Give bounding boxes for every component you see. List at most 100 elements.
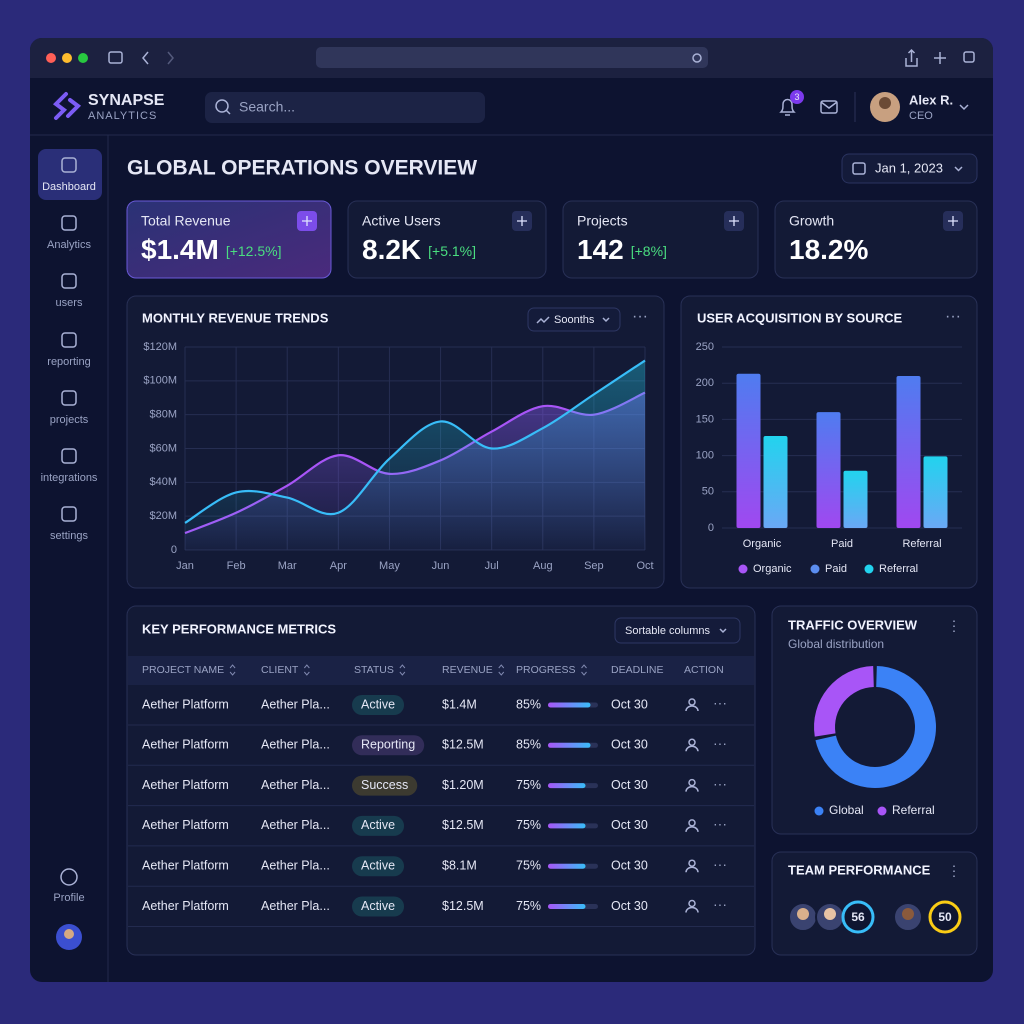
nav-item[interactable]: integrations (41, 472, 98, 484)
reload[interactable] (692, 53, 702, 63)
nav-item[interactable]: reporting (47, 356, 90, 368)
x-tick-label: Oct (636, 560, 653, 572)
cell-progress: 85% (516, 738, 541, 752)
kpi-card (347, 200, 547, 279)
y-tick-label: 0 (171, 544, 177, 556)
action-more[interactable]: ··· (713, 775, 727, 791)
cell-progress: 75% (516, 858, 541, 872)
cell-deadline: Oct 30 (611, 778, 648, 792)
action-more[interactable]: ··· (713, 695, 727, 711)
search-icon (215, 99, 229, 113)
profile-icon[interactable] (60, 868, 78, 886)
user-menu[interactable] (959, 104, 969, 111)
cell-status: Reporting (361, 738, 415, 752)
column-header[interactable]: PROJECT NAME (142, 664, 224, 676)
mail[interactable] (820, 100, 838, 114)
logo (52, 92, 82, 120)
sort-arrows (581, 664, 587, 676)
nav: Dashboard Analytics users reporting projects… (41, 157, 98, 542)
action-users[interactable] (688, 698, 696, 706)
legend-label: Paid (825, 563, 847, 575)
close[interactable] (46, 53, 56, 63)
cell-client: Aether Pla... (261, 778, 330, 792)
bar (923, 456, 948, 528)
nav-item[interactable]: Dashboard (42, 181, 96, 193)
url-bar[interactable] (316, 47, 708, 68)
kpi-value: $1.4M (141, 234, 219, 265)
action-more[interactable]: ··· (713, 816, 727, 832)
bell[interactable] (779, 98, 796, 116)
cell-status: Active (361, 858, 395, 872)
panel-traffic (771, 605, 978, 835)
more[interactable]: ··· (945, 308, 961, 325)
sidebar-toggle[interactable] (108, 51, 123, 64)
tabs[interactable] (963, 51, 975, 63)
nav-icon (61, 273, 77, 289)
nav-item[interactable]: Analytics (47, 239, 92, 251)
more[interactable]: ⋮ (947, 618, 961, 634)
date-picker[interactable] (841, 153, 978, 184)
search-box[interactable] (205, 92, 485, 123)
kpi-change: [+12.5%] (226, 243, 282, 259)
profile-label[interactable]: Profile (53, 892, 84, 904)
action-more[interactable]: ··· (713, 856, 727, 872)
nav-item[interactable]: users (56, 297, 83, 309)
x-tick-label: Organic (743, 538, 782, 550)
cell-client: Aether Pla... (261, 697, 330, 711)
legend-label: Global (829, 803, 864, 817)
table-header (128, 656, 754, 685)
column-header[interactable]: ACTION (684, 664, 724, 676)
sort-select[interactable] (614, 617, 741, 644)
bar (896, 375, 921, 528)
nav-icon (61, 448, 77, 464)
nav-item[interactable]: settings (50, 530, 88, 542)
action-users-body (685, 906, 699, 913)
cell-client: Aether Pla... (261, 858, 330, 872)
cell-deadline: Oct 30 (611, 738, 648, 752)
back[interactable] (142, 51, 149, 65)
search-icon-handle (225, 109, 231, 115)
bar (736, 373, 761, 528)
forward[interactable] (167, 51, 174, 65)
cell-revenue: $12.5M (442, 818, 484, 832)
x-tick-label: Mar (278, 560, 297, 572)
cell-deadline: Oct 30 (611, 697, 648, 711)
action-users[interactable] (688, 899, 696, 908)
action-users[interactable] (688, 738, 696, 747)
kpi-label: Total Revenue (141, 213, 231, 229)
x-tick-label: Paid (831, 538, 853, 550)
nav-item[interactable]: projects (50, 414, 89, 426)
cell-progress: 75% (516, 818, 541, 832)
column-header[interactable]: DEADLINE (611, 664, 664, 676)
dynamic: 0 $20M $40M $60M $80M $100M $120M Jan Feb Mar Apr M… (128, 341, 962, 934)
bar (816, 412, 841, 528)
nav-icon (61, 215, 77, 231)
action-users[interactable] (688, 819, 696, 827)
column-header[interactable]: STATUS (354, 664, 394, 676)
kpi-action-icon (517, 216, 527, 226)
maximize[interactable] (78, 53, 88, 63)
more[interactable]: ··· (632, 308, 648, 325)
column-header[interactable]: REVENUE (442, 664, 493, 676)
share[interactable] (905, 48, 918, 67)
new-tab[interactable] (934, 52, 946, 64)
range-select[interactable] (527, 307, 621, 332)
score-ring (928, 900, 962, 934)
column-header[interactable]: PROGRESS (516, 664, 576, 676)
status-pill (352, 695, 405, 715)
nav-icon (61, 332, 77, 348)
column-header[interactable]: CLIENT (261, 664, 299, 676)
trend-icon (536, 316, 550, 324)
score-value: 56 (851, 910, 865, 924)
kpi-label: Projects (577, 213, 628, 229)
minimize[interactable] (62, 53, 72, 63)
more[interactable]: ⋮ (947, 863, 961, 879)
action-more[interactable]: ··· (713, 896, 727, 912)
cell-progress: 75% (516, 899, 541, 913)
action-users[interactable] (688, 859, 696, 867)
action-users[interactable] (688, 778, 696, 787)
kpi-value: 142 (577, 234, 624, 265)
x-tick-label: Jan (176, 560, 194, 572)
legend-swatch (810, 564, 820, 574)
action-more[interactable]: ··· (713, 735, 727, 751)
